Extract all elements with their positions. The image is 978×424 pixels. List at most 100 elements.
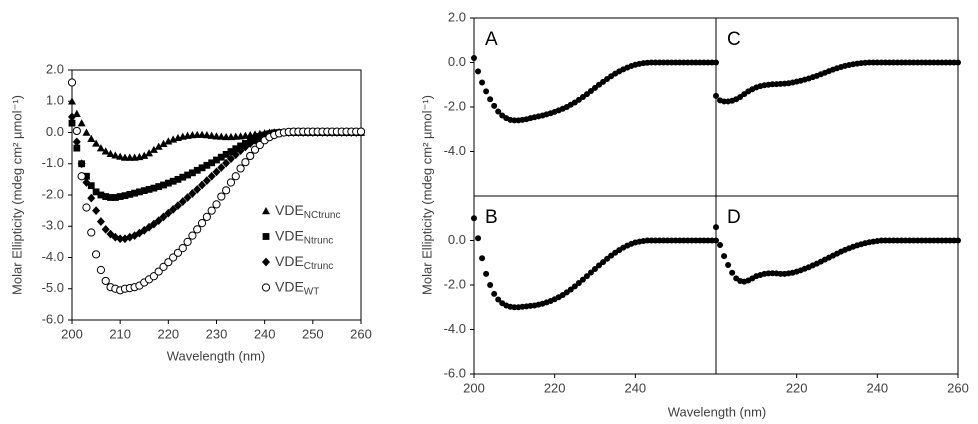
x-tick-label: 260 [947,380,969,395]
marker-diamond [164,208,173,218]
marker-diamond [96,217,105,226]
marker-triangle [207,131,216,139]
marker-diamond [188,189,197,198]
marker-triangle [106,149,115,157]
marker-square [116,193,124,200]
marker-diamond [207,171,216,181]
y-tick-label: -4.0 [444,143,466,158]
marker-circle [479,79,486,86]
marker-square [121,192,129,200]
marker-open-circle [212,200,221,209]
marker-square [237,142,244,150]
x-tick-label: 220 [544,380,566,395]
y-tick-label: -1.0 [42,155,64,170]
marker-open-circle [77,172,86,181]
marker-open-circle [188,231,197,240]
marker-square [208,159,216,167]
x-tick-label: 230 [206,326,228,341]
marker-circle [487,96,494,103]
marker-square [189,169,196,177]
marker-diamond [217,163,226,172]
panel-label: D [727,207,741,228]
y-tick-label: -2.0 [42,186,64,201]
marker-square [145,185,153,193]
marker-open-circle [149,272,158,281]
marker-open-circle [207,206,216,215]
marker-circle [571,283,578,290]
legend-marker [262,207,270,215]
marker-circle [713,224,719,231]
marker-open-circle [154,267,163,276]
marker-open-circle [72,126,81,136]
marker-triangle [101,147,110,155]
marker-diamond [77,159,86,169]
y-tick-label: 2.0 [448,9,466,24]
marker-circle [471,215,477,222]
marker-circle [495,296,502,303]
legend-label: VDENCtrunc [275,202,340,221]
marker-open-circle [183,237,192,246]
marker-circle [475,68,482,75]
marker-open-circle [96,265,106,275]
x-axis-label: Wavelength (nm) [668,404,767,419]
x-tick-label: 220 [157,326,179,341]
x-tick-label: 200 [463,380,485,395]
y-tick-label: 0.0 [46,124,64,139]
legend-label: VDECtrunc [275,253,333,272]
marker-square [217,153,225,161]
marker-diamond [72,137,81,147]
marker-open-circle [91,250,101,259]
y-tick-label: -4.0 [42,249,64,264]
marker-triangle [87,134,96,142]
marker-circle [567,286,574,293]
marker-circle [491,290,498,297]
marker-circle [583,91,590,98]
marker-diamond [173,201,182,211]
marker-square [203,161,211,169]
marker-diamond [236,146,245,156]
marker-circle [483,270,490,277]
marker-square [232,145,240,153]
marker-square [97,191,105,199]
marker-diamond [202,176,211,186]
marker-open-circle [255,140,264,150]
marker-open-circle [226,178,236,187]
marker-square [111,194,119,201]
marker-circle [491,102,498,109]
marker-square [155,183,163,190]
marker-diamond [222,158,231,168]
marker-triangle [159,139,168,147]
marker-square [87,182,95,190]
marker-open-circle [193,225,202,234]
x-axis-label: Wavelength (nm) [167,348,266,363]
y-tick-label: -2.0 [444,276,466,291]
x-tick-label: 240 [624,380,646,395]
marker-square [227,148,235,155]
marker-triangle [149,145,158,153]
y-axis-label: Molar Ellipticity (mdeg cm² µmol⁻¹) [419,95,434,295]
marker-diamond [198,180,207,190]
y-tick-label: 0.0 [448,54,466,69]
marker-open-circle [250,145,260,154]
y-tick-label: 2.0 [46,61,64,76]
marker-square [102,193,110,200]
marker-triangle [111,151,120,159]
panel-frame [473,17,717,197]
marker-triangle [145,149,154,157]
marker-square [198,164,206,172]
marker-open-circle [197,219,207,228]
y-tick-label: -3.0 [42,218,64,233]
marker-triangle [140,151,149,159]
marker-circle [604,255,611,262]
marker-open-circle [202,212,211,221]
marker-square [213,156,220,164]
marker-open-circle [101,276,110,286]
legend-name: VDE [275,278,304,294]
marker-triangle [154,142,163,150]
marker-circle [575,279,582,286]
x-tick-label: 260 [350,326,372,341]
marker-circle [600,259,607,266]
marker-triangle [164,137,173,145]
x-tick-label: 200 [61,326,83,341]
